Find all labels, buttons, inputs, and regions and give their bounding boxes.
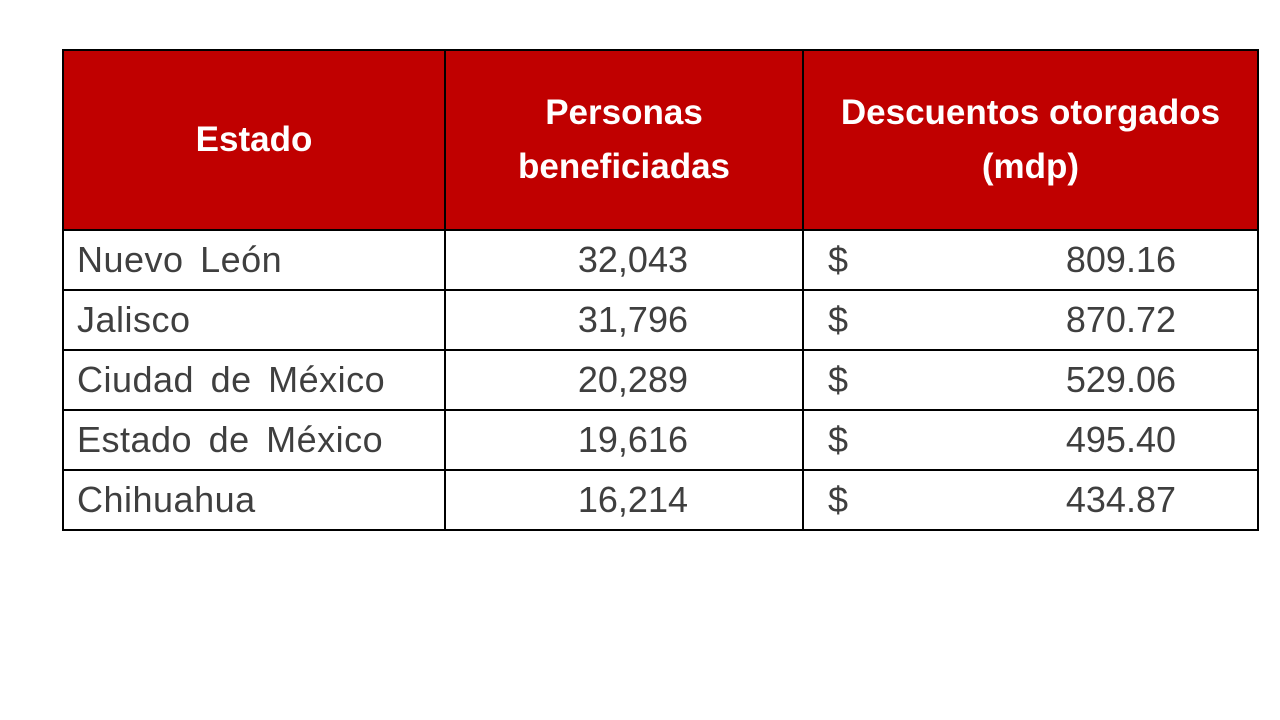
cell-estado: Jalisco bbox=[62, 289, 446, 351]
table-row: Estado de México 19,616 $ 495.40 bbox=[62, 409, 1259, 471]
cell-descuentos: $ 434.87 bbox=[802, 469, 1259, 531]
header-personas-line2: beneficiadas bbox=[517, 147, 731, 186]
currency-symbol: $ bbox=[828, 299, 849, 340]
header-personas-line1: Personas bbox=[545, 93, 703, 132]
cell-personas: 19,616 bbox=[444, 409, 804, 471]
cell-descuentos-amount: 434.87 bbox=[1065, 479, 1176, 520]
header-descuentos-line1: Descuentos otorgados bbox=[840, 93, 1221, 132]
currency-symbol: $ bbox=[828, 359, 849, 400]
header-row: Estado Personas beneficiadas Descuentos … bbox=[62, 49, 1259, 231]
cell-descuentos-amount: 495.40 bbox=[1065, 419, 1176, 460]
header-descuentos-line2: (mdp) bbox=[981, 147, 1080, 186]
cell-estado: Chihuahua bbox=[62, 469, 446, 531]
cell-descuentos: $ 809.16 bbox=[802, 229, 1259, 291]
cell-descuentos-amount: 870.72 bbox=[1065, 299, 1176, 340]
cell-descuentos-amount: 809.16 bbox=[1065, 239, 1176, 280]
cell-personas: 32,043 bbox=[444, 229, 804, 291]
currency-symbol: $ bbox=[828, 479, 849, 520]
header-estado: Estado bbox=[62, 49, 446, 231]
cell-descuentos: $ 529.06 bbox=[802, 349, 1259, 411]
cell-estado: Nuevo León bbox=[62, 229, 446, 291]
cell-personas: 31,796 bbox=[444, 289, 804, 351]
cell-descuentos: $ 495.40 bbox=[802, 409, 1259, 471]
cell-estado: Estado de México bbox=[62, 409, 446, 471]
beneficiaries-table: Estado Personas beneficiadas Descuentos … bbox=[62, 49, 1259, 531]
table-row: Jalisco 31,796 $ 870.72 bbox=[62, 289, 1259, 351]
cell-personas: 16,214 bbox=[444, 469, 804, 531]
table-row: Nuevo León 32,043 $ 809.16 bbox=[62, 229, 1259, 291]
cell-personas: 20,289 bbox=[444, 349, 804, 411]
header-personas: Personas beneficiadas bbox=[444, 49, 804, 231]
table-header: Estado Personas beneficiadas Descuentos … bbox=[62, 49, 1259, 231]
header-descuentos: Descuentos otorgados (mdp) bbox=[802, 49, 1259, 231]
currency-symbol: $ bbox=[828, 419, 849, 460]
table-row: Ciudad de México 20,289 $ 529.06 bbox=[62, 349, 1259, 411]
header-estado-label: Estado bbox=[195, 120, 313, 159]
cell-descuentos-amount: 529.06 bbox=[1065, 359, 1176, 400]
table-row: Chihuahua 16,214 $ 434.87 bbox=[62, 469, 1259, 531]
cell-estado: Ciudad de México bbox=[62, 349, 446, 411]
cell-descuentos: $ 870.72 bbox=[802, 289, 1259, 351]
currency-symbol: $ bbox=[828, 239, 849, 280]
table-body: Nuevo León 32,043 $ 809.16 Jalisco 31,79… bbox=[62, 229, 1259, 531]
